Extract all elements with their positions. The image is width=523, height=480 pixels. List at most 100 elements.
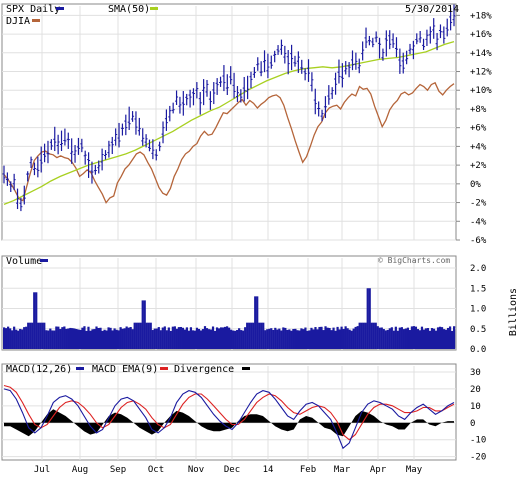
- spx-ohlc-bar: [340, 63, 344, 88]
- volume-bar: [93, 329, 96, 349]
- spx-ohlc-bar: [422, 38, 426, 51]
- spx-ohlc-bar: [391, 33, 395, 48]
- volume-bar: [25, 326, 28, 349]
- macd-line: [3, 388, 455, 450]
- spx-ohlc-bar: [449, 7, 453, 31]
- volume-bar: [406, 327, 409, 349]
- volume-bar: [292, 328, 295, 349]
- spx-ohlc-bar: [205, 79, 209, 97]
- spx-ohlc-bar: [269, 55, 273, 69]
- volume-bar: [111, 330, 114, 349]
- volume-bar: [314, 327, 317, 349]
- x-tick-label: Sep: [110, 465, 126, 475]
- x-tick-label: Apr: [370, 465, 387, 475]
- volume-bar: [328, 327, 331, 349]
- volume-bar: [242, 330, 245, 349]
- volume-bar: [422, 329, 426, 349]
- price-tick-label: +2%: [470, 161, 487, 171]
- volume-bar: [177, 327, 180, 349]
- volume-bar: [418, 330, 422, 349]
- spx-ohlc-bar: [364, 27, 368, 49]
- volume-bar: [137, 322, 140, 349]
- volume-bars: [3, 288, 456, 349]
- volume-bar: [67, 328, 70, 349]
- volume-bar: [368, 288, 371, 349]
- volume-bar: [125, 326, 128, 349]
- volume-bar: [420, 326, 424, 349]
- legend-macd-ema-swatch: [160, 367, 168, 370]
- volume-bar: [69, 327, 72, 349]
- volume-bar: [248, 322, 251, 349]
- spx-ohlc-bar: [229, 66, 233, 85]
- volume-bar: [53, 330, 56, 349]
- spx-ohlc-bar: [252, 67, 256, 78]
- spx-ohlc-bar: [93, 164, 97, 175]
- spx-ohlc-bar: [219, 76, 223, 87]
- volume-bar: [364, 322, 367, 349]
- volume-bar: [3, 327, 6, 349]
- legend-divergence-swatch: [242, 367, 250, 370]
- volume-bar: [394, 326, 397, 349]
- spx-ohlc-bar: [63, 128, 67, 146]
- price-tick-label: +8%: [470, 105, 487, 115]
- spx-ohlc-bar: [36, 156, 40, 178]
- spx-ohlc-bar: [131, 111, 135, 122]
- spx-ohlc-bar: [283, 45, 287, 64]
- volume-bar: [79, 329, 82, 349]
- spx-ohlc-bar: [43, 143, 47, 163]
- volume-bar: [234, 330, 237, 349]
- volume-bar: [189, 327, 193, 349]
- spx-ohlc-bar: [337, 59, 341, 84]
- volume-bar: [376, 326, 379, 349]
- volume-bar: [75, 329, 78, 349]
- volume-bar: [127, 327, 130, 349]
- volume-bar: [213, 330, 217, 349]
- spx-ohlc-bar: [60, 130, 64, 151]
- volume-bar: [252, 322, 255, 349]
- volume-bar: [159, 330, 162, 349]
- spx-ohlc-bar: [49, 139, 53, 150]
- volume-bar: [424, 328, 428, 349]
- volume-bar: [236, 330, 239, 349]
- volume-bar: [244, 327, 247, 349]
- spx-ohlc-bar: [151, 139, 155, 160]
- x-tick-label: Nov: [188, 465, 204, 475]
- spx-ohlc-bar: [191, 88, 195, 106]
- legend-volume-label: Volume: [6, 256, 42, 267]
- legend-macd-ema-label: MACD EMA(9): [92, 364, 158, 375]
- volume-bar: [278, 328, 281, 349]
- volume-bar: [322, 330, 325, 349]
- volume-bar: [23, 327, 26, 349]
- spx-ohlc-bar: [296, 51, 300, 73]
- volume-bar: [61, 327, 64, 349]
- volume-bar: [232, 330, 235, 349]
- volume-bar: [149, 322, 152, 349]
- bigcharts-watermark: © BigCharts.com: [378, 256, 450, 265]
- spx-ohlc-bar: [300, 59, 304, 74]
- spx-ohlc-bar: [344, 61, 348, 75]
- volume-bar: [103, 329, 106, 349]
- spx-ohlc-bar: [222, 65, 226, 92]
- volume-bar: [410, 326, 414, 349]
- volume-bar: [386, 329, 389, 349]
- spx-ohlc-bar: [371, 37, 375, 48]
- price-panel: +18% +16% +14% +12% +10% +8% +6% +4% +2% 0% -2% -4%…: [1, 3, 492, 246]
- spx-ohlc-bar: [374, 31, 378, 43]
- spx-ohlc-bar: [208, 91, 212, 110]
- spx-ohlc-bar: [384, 30, 388, 57]
- volume-bar: [123, 328, 126, 349]
- volume-bar: [47, 330, 50, 349]
- price-series: [2, 4, 456, 212]
- volume-bar: [304, 327, 307, 349]
- volume-bar: [286, 329, 289, 349]
- price-tick-label: +10%: [470, 86, 492, 96]
- volume-bar: [193, 330, 197, 349]
- spx-ohlc-bar: [19, 197, 23, 212]
- volume-bar: [83, 326, 86, 349]
- x-axis: Jul Aug Sep Oct Nov Dec 14 Feb Mar Apr May: [34, 465, 423, 475]
- spx-ohlc-bar: [9, 181, 13, 192]
- volume-bar: [151, 330, 154, 349]
- volume-bar: [438, 326, 442, 349]
- spx-ohlc-bar: [347, 62, 351, 78]
- spx-ohlc-bar: [104, 150, 108, 160]
